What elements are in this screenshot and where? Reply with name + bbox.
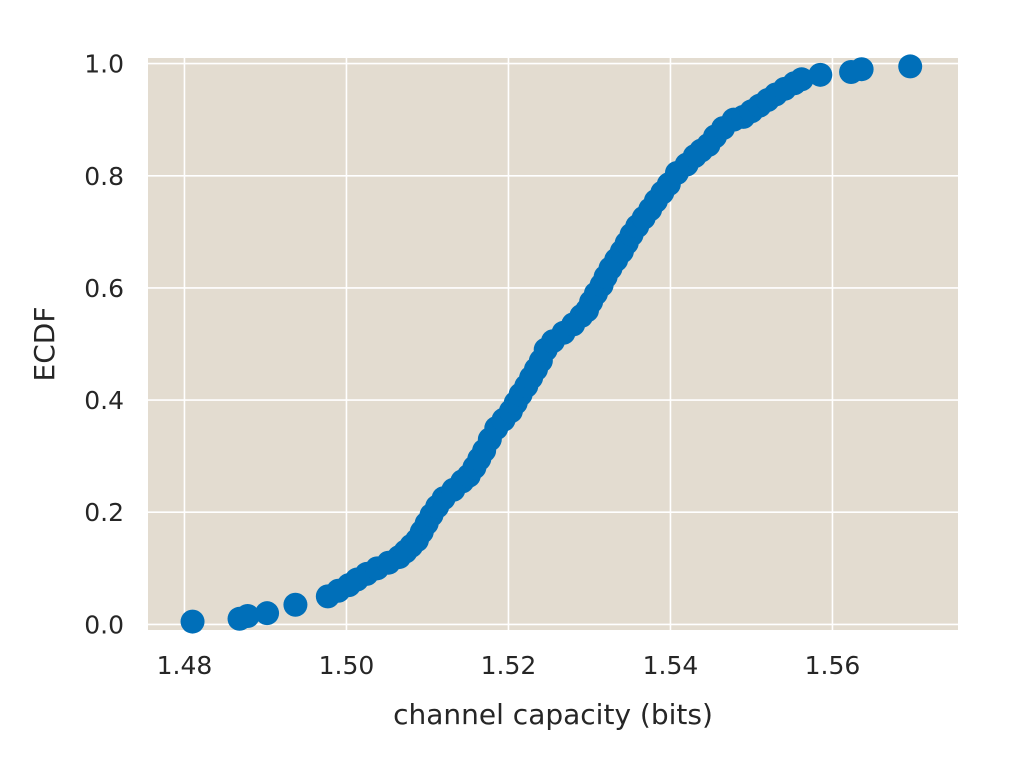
- x-tick-label: 1.52: [481, 651, 537, 680]
- y-tick-label: 0.6: [84, 274, 124, 303]
- y-tick-label: 1.0: [84, 50, 124, 79]
- y-tick-label: 0.8: [84, 162, 124, 191]
- x-tick-label: 1.50: [319, 651, 375, 680]
- y-tick-label: 0.0: [84, 610, 124, 639]
- x-axis-label: channel capacity (bits): [393, 698, 713, 731]
- data-point: [283, 592, 308, 617]
- y-tick-label: 0.2: [84, 498, 124, 527]
- data-point: [898, 54, 923, 79]
- y-axis-label: ECDF: [28, 307, 61, 382]
- data-point: [789, 67, 814, 92]
- x-tick-label: 1.48: [157, 651, 213, 680]
- x-tick-label: 1.56: [805, 651, 861, 680]
- data-point: [808, 62, 833, 87]
- x-tick-labels: 1.48 1.50 1.52 1.54 1.56: [157, 651, 861, 680]
- y-tick-labels: 0.0 0.2 0.4 0.6 0.8 1.0: [84, 50, 124, 640]
- data-point: [849, 57, 874, 82]
- y-tick-label: 0.4: [84, 386, 124, 415]
- x-tick-label: 1.54: [643, 651, 699, 680]
- data-point: [180, 609, 205, 634]
- data-point: [255, 601, 280, 626]
- data-points: [180, 54, 923, 634]
- data-point: [235, 603, 260, 628]
